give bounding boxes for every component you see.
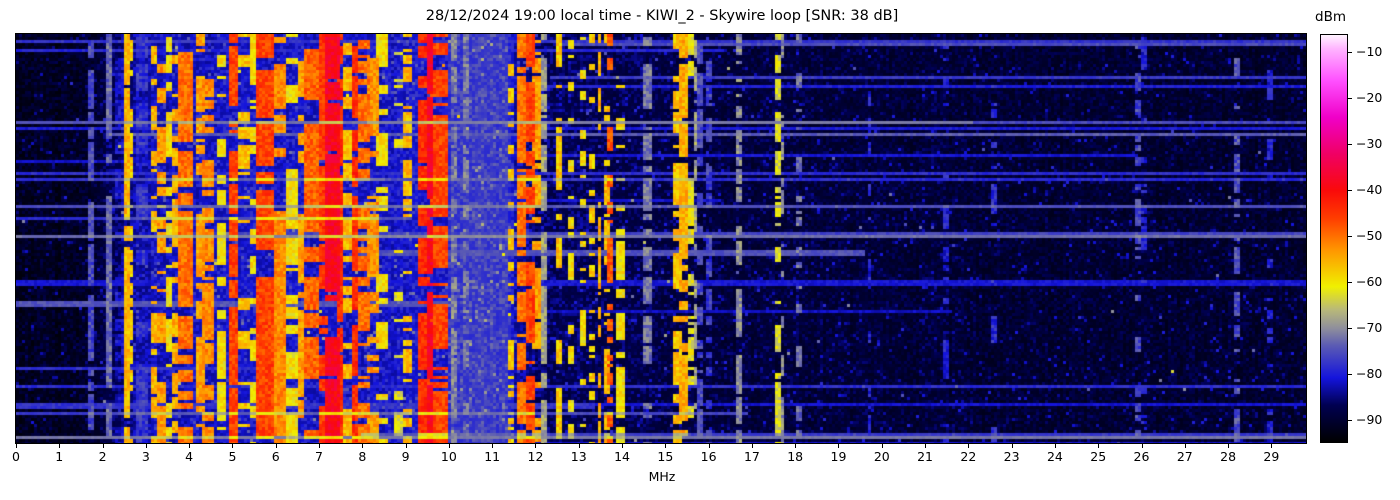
x-tick-label: 5	[228, 449, 237, 464]
x-tick-mark	[1011, 444, 1013, 448]
x-tick-label: 16	[700, 449, 717, 464]
x-tick-mark	[751, 444, 753, 448]
colorbar-tick-label: −30	[1356, 136, 1383, 152]
x-tick-label: 21	[917, 449, 933, 464]
x-tick-label: 13	[570, 449, 587, 464]
colorbar-tick-mark	[1348, 190, 1352, 192]
x-tick-mark	[925, 444, 927, 448]
colorbar-tick-mark	[1348, 420, 1352, 422]
x-tick-label: 2	[98, 449, 107, 464]
x-tick-mark	[319, 444, 321, 448]
x-tick-label: 1	[55, 449, 64, 464]
x-tick-label: 7	[315, 449, 323, 464]
colorbar-tick-mark	[1348, 52, 1352, 54]
colorbar-tick-label: −90	[1356, 412, 1383, 428]
x-tick-mark	[1141, 444, 1143, 448]
colorbar-tick-label: −20	[1356, 90, 1383, 106]
x-tick-label: 3	[141, 449, 150, 464]
x-tick-mark	[795, 444, 797, 448]
colorbar-tick-label: −50	[1356, 228, 1383, 244]
x-tick-label: 17	[743, 449, 760, 464]
colorbar-tick-mark	[1348, 98, 1352, 100]
x-tick-mark	[968, 444, 970, 448]
x-tick-label: 29	[1263, 449, 1280, 464]
x-tick-mark	[1271, 444, 1273, 448]
x-tick-label: 12	[527, 449, 544, 464]
x-tick-mark	[492, 444, 494, 448]
colorbar-tick-mark	[1348, 328, 1352, 330]
x-tick-label: 25	[1090, 449, 1107, 464]
x-tick-label: 0	[12, 449, 20, 464]
x-tick-label: 6	[271, 449, 280, 464]
x-tick-mark	[232, 444, 234, 448]
x-tick-label: 22	[960, 449, 977, 464]
x-tick-label: 10	[440, 449, 457, 464]
x-tick-mark	[448, 444, 450, 448]
x-tick-mark	[535, 444, 537, 448]
x-tick-mark	[838, 444, 840, 448]
x-tick-label: 8	[358, 449, 367, 464]
plot-title: 28/12/2024 19:00 local time - KIWI_2 - S…	[425, 8, 899, 24]
x-tick-mark	[59, 444, 61, 448]
x-tick-label: 23	[1003, 449, 1020, 464]
x-tick-mark	[1228, 444, 1230, 448]
x-tick-mark	[1098, 444, 1100, 448]
colorbar-tick-mark	[1348, 374, 1352, 376]
x-tick-label: 18	[787, 449, 804, 464]
colorbar-tick-mark	[1348, 236, 1352, 238]
x-tick-mark	[145, 444, 147, 448]
x-tick-label: 14	[614, 449, 630, 464]
x-tick-label: 27	[1176, 449, 1193, 464]
x-tick-mark	[622, 444, 624, 448]
colorbar-tick-label: −80	[1356, 366, 1383, 382]
colorbar-tick-label: −10	[1356, 44, 1383, 60]
x-tick-mark	[578, 444, 580, 448]
x-tick-mark	[362, 444, 364, 448]
x-tick-label: 26	[1133, 449, 1150, 464]
x-tick-mark	[1054, 444, 1056, 448]
x-tick-mark	[102, 444, 104, 448]
x-tick-label: 4	[185, 449, 194, 464]
colorbar-unit-label: dBm	[1315, 9, 1346, 25]
x-tick-label: 11	[484, 449, 501, 464]
spectrogram-canvas	[16, 34, 1306, 443]
x-tick-label: 28	[1220, 449, 1237, 464]
spectrogram-frame	[15, 33, 1307, 444]
colorbar-tick-label: −60	[1356, 274, 1383, 290]
x-tick-label: 9	[401, 449, 410, 464]
colorbar-tick-label: −70	[1356, 320, 1383, 336]
colorbar-tick-mark	[1348, 282, 1352, 284]
x-tick-mark	[405, 444, 407, 448]
x-tick-mark	[189, 444, 191, 448]
x-tick-mark	[16, 444, 17, 448]
x-tick-label: 20	[873, 449, 890, 464]
x-tick-mark	[665, 444, 667, 448]
colorbar-tick-mark	[1348, 144, 1352, 146]
colorbar-tick-label: −40	[1356, 182, 1383, 198]
x-tick-label: 19	[830, 449, 847, 464]
x-tick-mark	[275, 444, 277, 448]
x-tick-mark	[708, 444, 710, 448]
x-tick-mark	[1184, 444, 1186, 448]
x-axis-label: MHz	[648, 469, 676, 484]
colorbar	[1320, 34, 1348, 443]
x-tick-mark	[881, 444, 883, 448]
x-tick-label: 24	[1046, 449, 1063, 464]
x-tick-label: 15	[657, 449, 674, 464]
